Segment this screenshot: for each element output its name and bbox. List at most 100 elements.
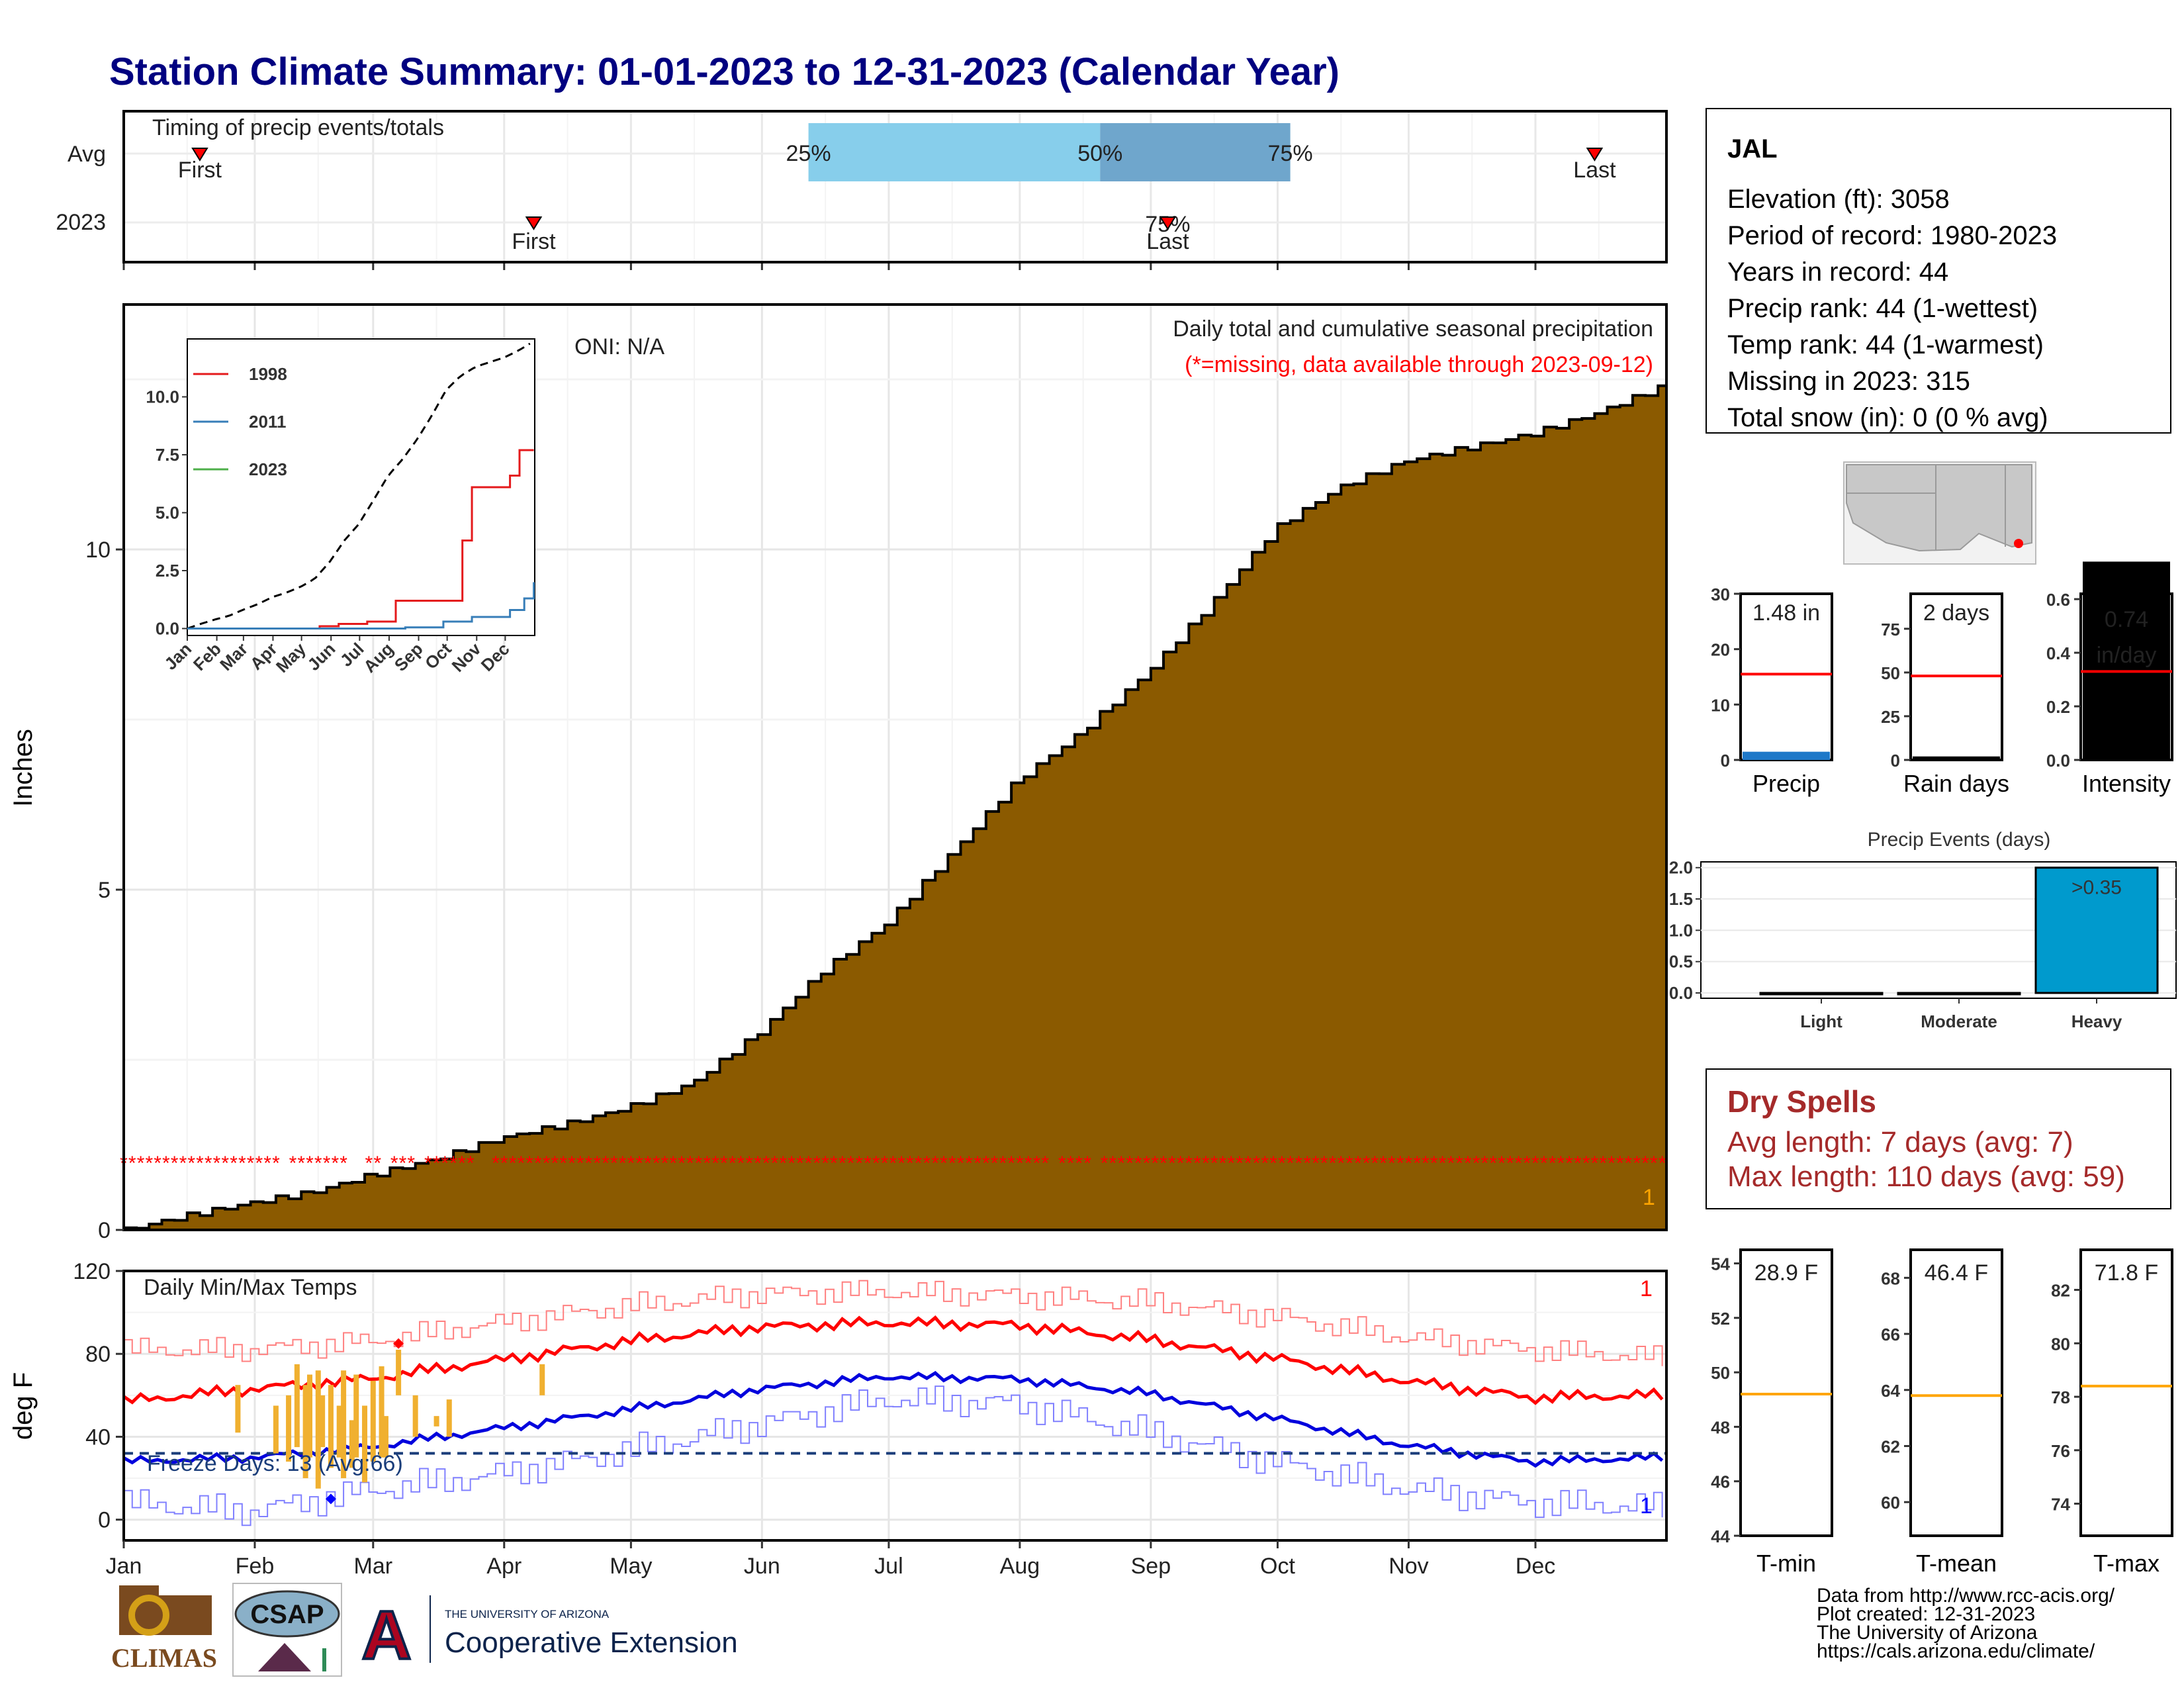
missing-mark: * <box>433 1152 441 1174</box>
timing-label: Timing of precip events/totals <box>152 115 444 140</box>
missing-mark: * <box>805 1152 813 1174</box>
observed-temp-bar <box>446 1399 452 1437</box>
small-bar-tick-label: 30 <box>1711 585 1730 604</box>
small-bar-tick-label: 25 <box>1881 707 1900 727</box>
precip-panel-border <box>122 303 1668 1231</box>
climas-logo: CLIMAS <box>111 1585 217 1673</box>
inset-line-2011 <box>187 582 535 630</box>
missing-mark: * <box>399 1152 407 1174</box>
missing-mark: * <box>154 1152 161 1174</box>
inset-frame <box>187 338 535 636</box>
missing-mark: * <box>145 1152 153 1174</box>
timing-row-avg: Avg <box>68 142 106 167</box>
small-bar-tick-label: 0.2 <box>2046 697 2070 717</box>
station-missing: Missing in 2023: 315 <box>1727 367 1970 396</box>
missing-mark: * <box>931 1152 939 1174</box>
temp-y-axis: 0 40 80 120 <box>73 1259 124 1533</box>
temp-bar-value-text: 71.8 F <box>2095 1260 2158 1286</box>
missing-mark: * <box>1540 1152 1548 1174</box>
dry-spells-frame <box>1706 1068 2171 1209</box>
missing-mark: * <box>1083 1152 1091 1174</box>
year-first-marker <box>525 216 543 230</box>
missing-mark: * <box>1177 1152 1185 1174</box>
observed-temp-bar <box>336 1405 342 1458</box>
missing-mark: * <box>720 1152 728 1174</box>
observed-temp-bar <box>328 1385 334 1468</box>
csap-cloud-icon <box>234 1590 340 1638</box>
station-years: Years in record: 44 <box>1727 258 1948 287</box>
month-label-3: Apr <box>486 1554 522 1579</box>
temp-bar-tick-label: 44 <box>1711 1526 1730 1546</box>
month-axis: Jan Feb Mar Apr May Jun Jul Aug Sep Oct Nov Dec <box>106 1540 1555 1579</box>
missing-mark: * <box>1515 1152 1523 1174</box>
inset-ytick-label-1: 2.5 <box>156 561 179 581</box>
missing-mark: * <box>1016 1152 1024 1174</box>
missing-mark: * <box>331 1152 339 1174</box>
inset-ytick-label-0: 0.0 <box>156 619 179 639</box>
missing-mark: * <box>1430 1152 1438 1174</box>
missing-mark: * <box>1075 1152 1083 1174</box>
missing-mark: * <box>1261 1152 1269 1174</box>
missing-mark: * <box>247 1152 255 1174</box>
temp-count-top: 1 <box>1640 1276 1653 1301</box>
figure-title: Station Climate Summary: 01-01-2023 to 1… <box>109 50 1340 93</box>
observed-temp-bar <box>341 1370 347 1479</box>
precip-y-axis: 0 5 10 <box>85 538 124 1243</box>
missing-mark: * <box>424 1152 432 1174</box>
record-low-line <box>124 1385 1663 1526</box>
dry-spells-title: Dry Spells <box>1727 1084 1876 1119</box>
missing-mark: * <box>1481 1152 1489 1174</box>
missing-mark: * <box>373 1152 381 1174</box>
missing-mark: * <box>1007 1152 1015 1174</box>
missing-mark: * <box>813 1152 821 1174</box>
missing-mark: * <box>1193 1152 1201 1174</box>
missing-mark: * <box>686 1152 694 1174</box>
temp-bar-t-mean: 60 62 64 66 68 46.4 F T-mean <box>1881 1248 2003 1577</box>
missing-mark: * <box>1101 1152 1109 1174</box>
temp-ylabel: deg F <box>9 1372 38 1440</box>
missing-mark: * <box>1498 1152 1506 1174</box>
station-period: Period of record: 1980-2023 <box>1727 221 2057 250</box>
missing-mark: * <box>644 1152 652 1174</box>
missing-mark: * <box>1608 1152 1615 1174</box>
temp-count-bottom: 1 <box>1640 1493 1653 1519</box>
missing-mark: * <box>661 1152 669 1174</box>
missing-mark: * <box>897 1152 905 1174</box>
temp-bar-t-min: 44 46 48 50 52 54 28.9 F T-min <box>1711 1248 1833 1577</box>
temp-bar-tick-label: 54 <box>1711 1254 1730 1274</box>
missing-mark: * <box>179 1152 187 1174</box>
precip-events-title: Precip Events (days) <box>1868 829 2051 851</box>
temp-bar-t-max: 74 76 78 80 82 71.8 F T-max <box>2051 1248 2173 1577</box>
missing-mark: * <box>745 1152 753 1174</box>
missing-mark: * <box>1168 1152 1176 1174</box>
oni-label: ONI: N/A <box>574 334 664 359</box>
avg-50-75-band <box>1100 123 1291 181</box>
temp-ytick-label-2: 80 <box>85 1342 111 1367</box>
missing-mark: * <box>509 1152 517 1174</box>
missing-mark: * <box>1109 1152 1117 1174</box>
timing-panel: Timing of precip events/totals Avg 2023 … <box>56 110 1668 270</box>
csap-logo: CSAP <box>232 1583 342 1677</box>
events-tick-label: 2.0 <box>1669 858 1693 878</box>
month-label-0: Jan <box>106 1554 142 1579</box>
timing-marks: 25% 50% 75% First Last First Last 75% <box>178 141 1616 254</box>
credit-university: The University of Arizona <box>1817 1622 2038 1644</box>
year-last-label: Last <box>1146 229 1189 254</box>
missing-mark: * <box>855 1152 863 1174</box>
missing-mark: * <box>551 1152 559 1174</box>
small-bar-label: Rain days <box>1903 770 2009 797</box>
dry-spells-box: Dry Spells Avg length: 7 days (avg: 7) M… <box>1706 1068 2171 1209</box>
events-tick-label: 1.0 <box>1669 920 1693 940</box>
missing-mark: * <box>1058 1152 1066 1174</box>
missing-mark: * <box>1345 1152 1353 1174</box>
small-bar-tick-label: 20 <box>1711 640 1730 660</box>
missing-mark: * <box>467 1152 475 1174</box>
month-label-11: Dec <box>1516 1554 1555 1579</box>
missing-mark: * <box>1379 1152 1387 1174</box>
missing-mark: * <box>1641 1152 1649 1174</box>
year-last-marker <box>1159 216 1177 230</box>
missing-mark: * <box>839 1152 846 1174</box>
dry-spells-max: Max length: 110 days (avg: 59) <box>1727 1160 2125 1193</box>
station-location-dot <box>2014 539 2023 548</box>
timing-row-2023: 2023 <box>56 210 106 235</box>
